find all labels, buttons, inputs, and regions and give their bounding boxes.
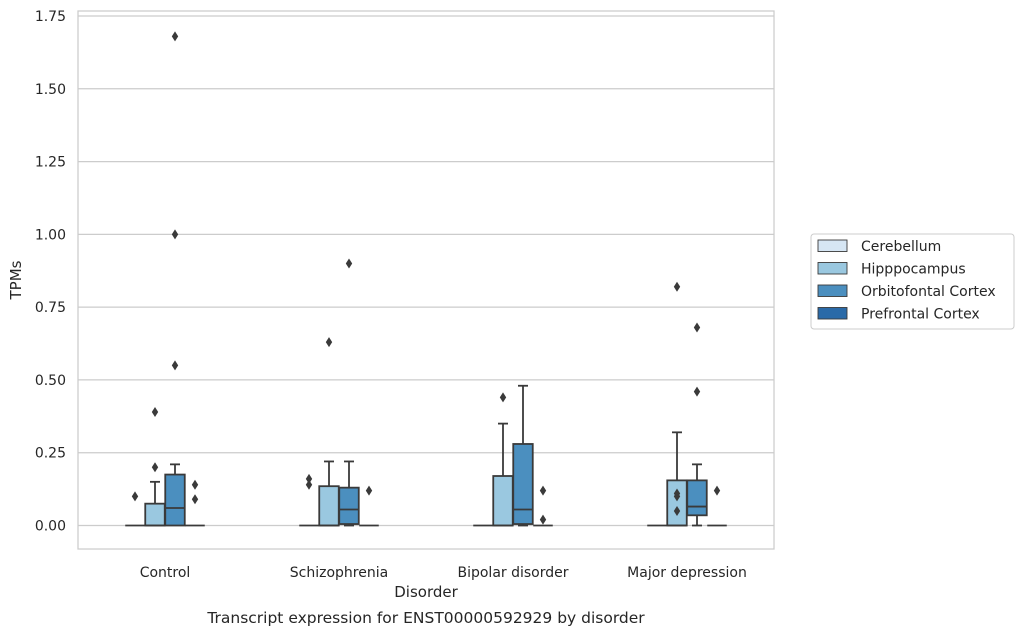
y-axis-title: TPMs [7, 260, 25, 300]
box-orbitofontal-cortex [686, 322, 708, 527]
outlier-point [325, 337, 333, 348]
box-orbitofontal-cortex [512, 384, 534, 527]
y-tick-label: 1.50 [35, 82, 66, 98]
y-tick-label: 0.00 [35, 519, 66, 535]
box-body [318, 485, 340, 527]
outlier-point [171, 360, 179, 371]
outlier-point [499, 392, 507, 403]
y-tick-label: 1.00 [35, 227, 66, 243]
outlier-point [539, 514, 547, 525]
y-tick-label: 0.75 [35, 300, 66, 316]
legend-label: Hipppocampus [861, 262, 966, 278]
y-tick-label: 1.75 [35, 9, 66, 25]
outlier-point [171, 229, 179, 240]
x-tick-label: Control [140, 565, 191, 581]
legend-swatch [817, 284, 848, 297]
box-orbitofontal-cortex [164, 31, 186, 527]
box-body [686, 479, 708, 517]
legend-label: Prefrontal Cortex [861, 307, 980, 323]
box-hipppocampus [492, 392, 514, 527]
outlier-point [151, 462, 159, 473]
y-tick-label: 0.50 [35, 373, 66, 389]
y-tick-label: 0.25 [35, 446, 66, 462]
gridlines [78, 15, 774, 527]
box-cerebellum [299, 473, 319, 527]
box-hipppocampus [318, 337, 340, 527]
outlier-point [171, 31, 179, 42]
outlier-point [673, 488, 681, 499]
x-tick-label: Bipolar disorder [457, 565, 568, 581]
y-tick-labels: 0.00 0.25 0.50 0.75 1.00 1.25 1.50 1.75 [35, 9, 66, 535]
outlier-point [693, 322, 701, 333]
x-tick-label: Schizophrenia [290, 565, 388, 581]
outlier-point [345, 258, 353, 269]
outlier-point [305, 473, 313, 484]
legend: Cerebellum Hipppocampus Orbitofontal Corte… [810, 233, 1015, 330]
legend-swatch [817, 307, 848, 320]
legend-label: Orbitofontal Cortex [861, 284, 996, 300]
box-body [144, 502, 166, 527]
plot-area-frame [77, 10, 775, 550]
legend-swatch [817, 239, 848, 252]
y-tick-label: 1.25 [35, 155, 66, 171]
x-tick-labels: Control Schizophrenia Bipolar disorder Majo… [140, 565, 747, 581]
box-prefrontal-cortex [185, 479, 205, 527]
outlier-point [539, 485, 547, 496]
legend-swatch [817, 262, 848, 275]
outlier-point [365, 485, 373, 496]
box-body [338, 486, 360, 525]
outlier-point [151, 406, 159, 417]
box-body [666, 479, 688, 527]
box-prefrontal-cortex [533, 485, 553, 527]
outlier-point [131, 491, 139, 502]
box-cerebellum [125, 491, 145, 527]
outlier-point [191, 494, 199, 505]
box-hipppocampus [666, 281, 688, 527]
x-axis-title: Disorder [394, 583, 458, 601]
outlier-point [191, 479, 199, 490]
x-tick-label: Major depression [627, 565, 747, 581]
plot-elements [125, 31, 727, 527]
box-body [512, 443, 534, 525]
outlier-point [673, 281, 681, 292]
legend-label: Cerebellum [861, 239, 941, 255]
box-orbitofontal-cortex [338, 258, 360, 527]
legend-frame [810, 233, 1015, 330]
box-hipppocampus [144, 406, 166, 527]
box-prefrontal-cortex [359, 485, 379, 527]
outlier-point [673, 505, 681, 516]
chart-caption: Transcript expression for ENST0000059292… [206, 609, 645, 627]
outlier-point [305, 479, 313, 490]
outlier-point [713, 485, 721, 496]
outlier-point [693, 386, 701, 397]
box-prefrontal-cortex [707, 485, 727, 527]
box-body [492, 475, 514, 527]
box-body [164, 473, 186, 527]
